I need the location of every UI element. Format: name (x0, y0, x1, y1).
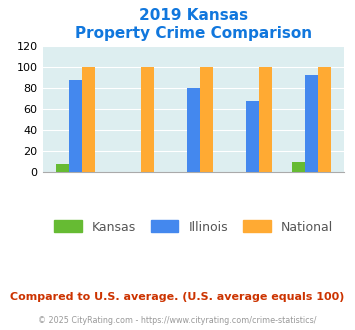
Bar (200, 67, 213, 172)
Legend: Kansas, Illinois, National: Kansas, Illinois, National (49, 215, 338, 239)
Bar (292, 162, 305, 172)
Title: 2019 Kansas
Property Crime Comparison: 2019 Kansas Property Crime Comparison (75, 9, 312, 41)
Bar (305, 76, 318, 172)
Bar (318, 67, 331, 172)
Text: © 2025 CityRating.com - https://www.cityrating.com/crime-statistics/: © 2025 CityRating.com - https://www.city… (38, 315, 317, 325)
Bar (82, 67, 95, 172)
Bar (141, 67, 154, 172)
Bar (56, 164, 69, 172)
Bar (259, 67, 272, 172)
Bar (69, 80, 82, 172)
Bar (246, 101, 259, 172)
Bar (187, 88, 200, 172)
Text: Compared to U.S. average. (U.S. average equals 100): Compared to U.S. average. (U.S. average … (10, 292, 345, 302)
